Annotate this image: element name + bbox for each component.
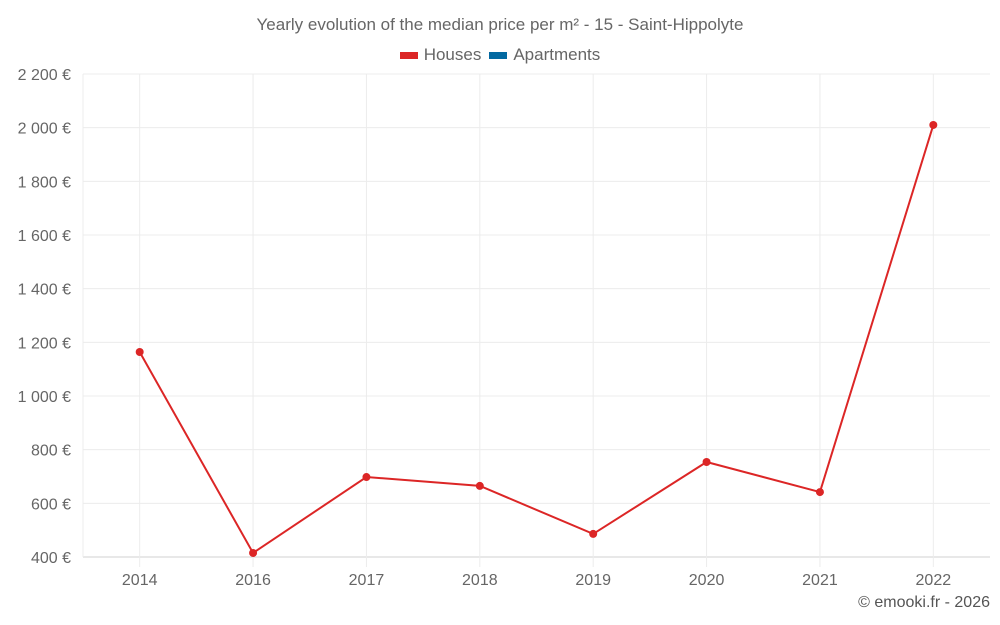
legend-label-houses: Houses bbox=[423, 45, 482, 64]
series-line-houses bbox=[138, 124, 935, 555]
data-point bbox=[815, 488, 824, 497]
y-tick-label: 400 € bbox=[31, 550, 71, 567]
y-tick-label: 1 800 € bbox=[18, 174, 71, 191]
y-tick-label: 1 400 € bbox=[18, 282, 71, 299]
data-point bbox=[249, 548, 258, 557]
x-tick-label: 2014 bbox=[122, 572, 158, 589]
x-tick-label: 2021 bbox=[802, 572, 838, 589]
data-point bbox=[135, 347, 144, 356]
data-point bbox=[702, 458, 711, 467]
credit: © emooki.fr - 2026 bbox=[858, 594, 990, 611]
legend: Houses Apartments bbox=[0, 45, 1000, 65]
y-tick-label: 800 € bbox=[31, 443, 71, 460]
y-tick-label: 1 200 € bbox=[18, 335, 71, 352]
legend-swatch-apartments bbox=[489, 51, 508, 59]
y-tick-label: 2 000 € bbox=[18, 121, 71, 138]
chart-title: Yearly evolution of the median price per… bbox=[256, 15, 744, 34]
data-point bbox=[362, 473, 371, 482]
legend-label-apartments: Apartments bbox=[513, 45, 601, 64]
x-tick-label: 2016 bbox=[235, 572, 271, 589]
y-tick-label: 1 600 € bbox=[18, 228, 71, 245]
legend-item-apartments[interactable]: Apartments bbox=[489, 45, 600, 65]
data-point bbox=[589, 529, 598, 538]
x-tick-label: 2018 bbox=[462, 572, 498, 589]
y-tick-label: 600 € bbox=[31, 496, 71, 513]
y-tick-label: 2 200 € bbox=[18, 67, 71, 84]
x-tick-label: 2017 bbox=[349, 572, 385, 589]
x-tick-label: 2022 bbox=[916, 572, 952, 589]
data-point bbox=[929, 120, 938, 129]
x-tick-label: 2019 bbox=[575, 572, 611, 589]
legend-swatch-houses bbox=[399, 51, 418, 59]
x-tick-label: 2020 bbox=[689, 572, 725, 589]
y-tick-label: 1 000 € bbox=[18, 389, 71, 406]
legend-item-houses[interactable]: Houses bbox=[399, 45, 482, 65]
data-point bbox=[475, 481, 484, 490]
